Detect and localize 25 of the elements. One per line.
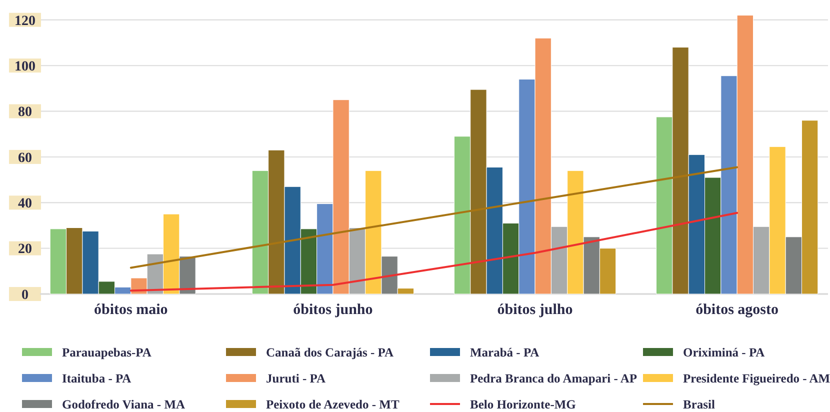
- x-tick-label: óbitos agosto: [696, 302, 779, 318]
- legend-label: Canaã dos Carajás - PA: [266, 345, 394, 360]
- legend-label: Pedra Branca do Amapari - AP: [470, 371, 638, 386]
- legend-label: Oriximiná - PA: [683, 345, 765, 360]
- y-tick-label: 80: [18, 105, 32, 120]
- legend-label: Godofredo Viana - MA: [62, 397, 186, 412]
- y-tick-label: 0: [22, 288, 28, 303]
- y-tick-label: 20: [18, 242, 32, 258]
- x-tick-label: óbitos maio: [94, 302, 168, 318]
- legend-label: Juruti - PA: [266, 371, 326, 386]
- legend-label: Peixoto de Azevedo - MT: [266, 397, 400, 412]
- legend-label: Parauapebas-PA: [62, 345, 152, 360]
- legend-label: Marabá - PA: [470, 345, 540, 360]
- x-tick-label: óbitos julho: [497, 302, 573, 318]
- line-series: [130, 166, 738, 269]
- legend-label: Belo Horizonte-MG: [470, 397, 576, 412]
- x-tick-label: óbitos junho: [293, 302, 373, 318]
- y-tick-label: 40: [18, 196, 32, 212]
- y-tick-label: 100: [14, 59, 36, 74]
- legend-label: Presidente Figueiredo - AM: [683, 371, 830, 386]
- line-series: [130, 212, 738, 292]
- legend-label: Itaituba - PA: [62, 371, 132, 386]
- y-tick-label: 60: [18, 150, 32, 166]
- legend-label: Brasil: [683, 397, 716, 412]
- y-tick-label: 120: [14, 14, 36, 29]
